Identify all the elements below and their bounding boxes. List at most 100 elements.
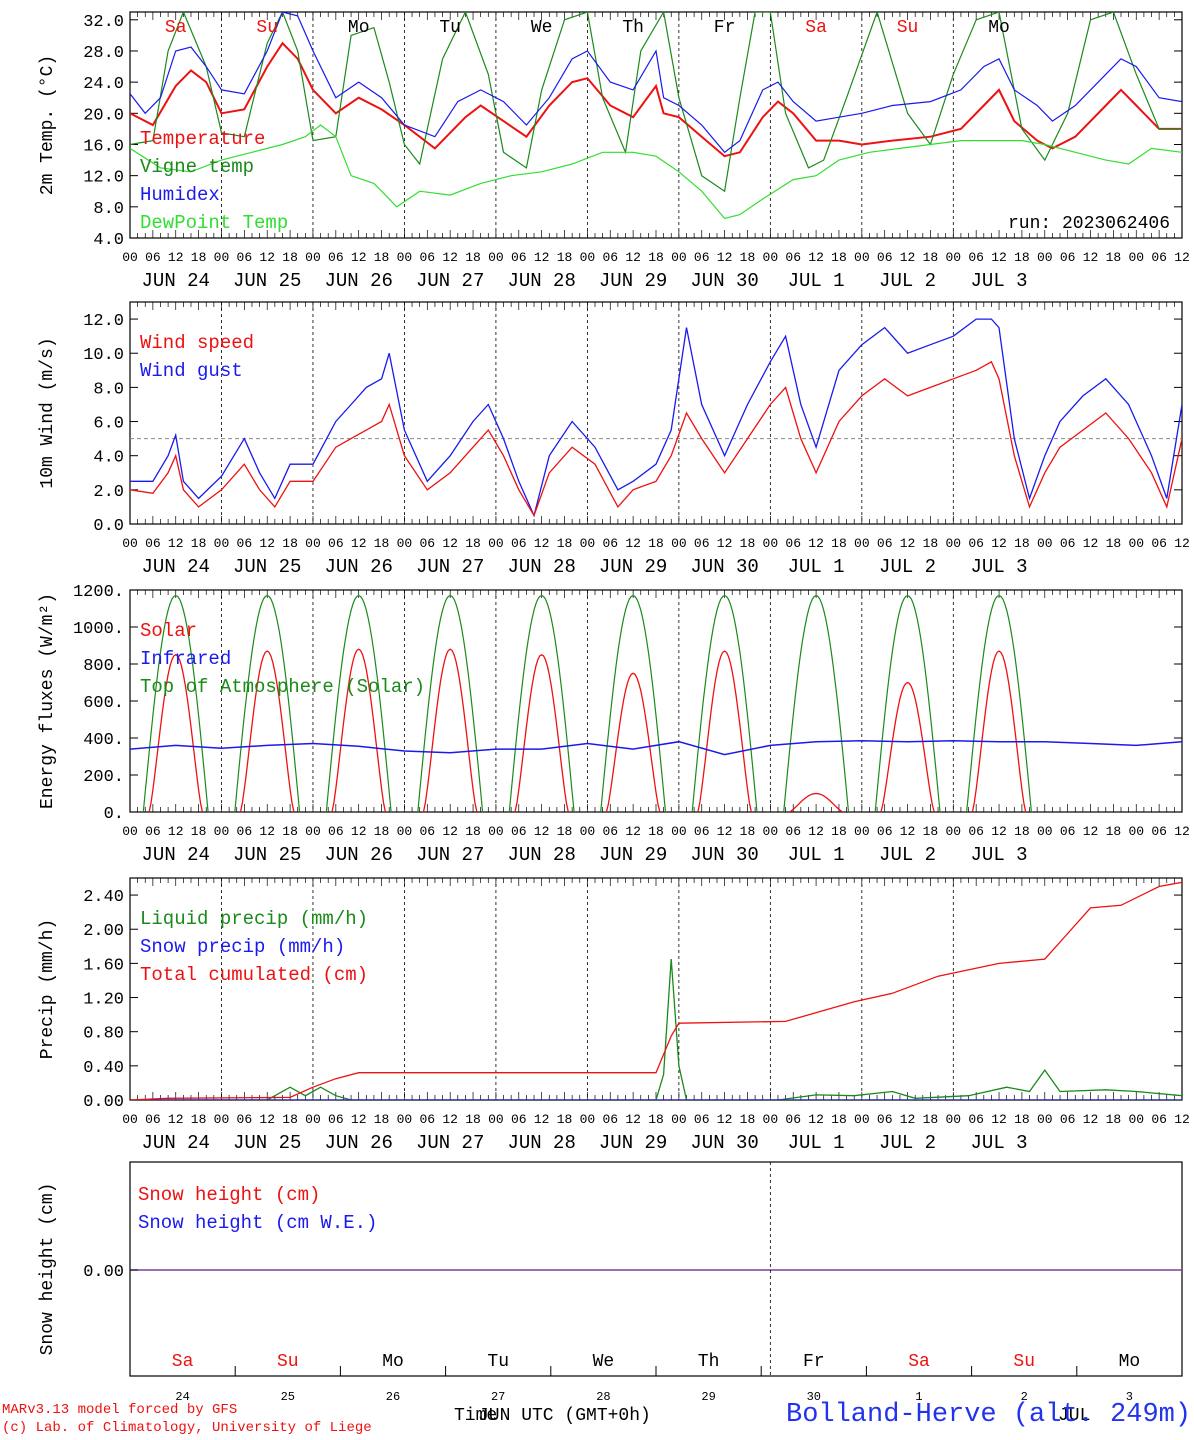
hour-tick-label: 12 [808, 250, 824, 265]
hour-tick-label: 12 [1083, 1112, 1099, 1127]
y-tick-label: 1000. [73, 620, 124, 639]
hour-tick-label: 18 [831, 250, 847, 265]
y-tick-label: 0. [104, 805, 124, 824]
hour-tick-label: 00 [214, 250, 230, 265]
date-label: JUN 29 [599, 844, 667, 866]
y-tick-label: 32.0 [83, 13, 124, 32]
hour-tick-label: 06 [419, 536, 435, 551]
hour-tick-label: 12 [534, 1112, 550, 1127]
y-tick-label: 2.00 [83, 922, 124, 941]
hour-tick-label: 12 [442, 250, 458, 265]
hour-tick-label: 06 [785, 1112, 801, 1127]
hour-tick-label: 12 [1083, 536, 1099, 551]
hour-tick-label: 12 [534, 824, 550, 839]
series-line [130, 360, 1182, 518]
hour-tick-label: 18 [740, 250, 756, 265]
hour-tick-label: 12 [900, 250, 916, 265]
hour-tick-label: 00 [580, 824, 596, 839]
hour-tick-label: 18 [374, 1112, 390, 1127]
hour-tick-label: 12 [259, 824, 275, 839]
hour-tick-label: 06 [877, 250, 893, 265]
date-label: JUN 28 [507, 270, 575, 292]
y-tick-label: 4.0 [93, 231, 124, 250]
hour-tick-label: 12 [259, 1112, 275, 1127]
date-label: JUN 28 [507, 556, 575, 578]
hour-tick-label: 12 [1174, 824, 1190, 839]
date-label: JUN 26 [324, 556, 392, 578]
hour-tick-label: 12 [259, 250, 275, 265]
hour-tick-label: 18 [374, 824, 390, 839]
hour-tick-label: 06 [602, 824, 618, 839]
hour-tick-label: 00 [214, 824, 230, 839]
y-tick-label: 16.0 [83, 137, 124, 156]
series-line [130, 959, 1182, 1100]
date-label: JUN 26 [324, 1132, 392, 1154]
day-name-label: Mo [1119, 1352, 1141, 1372]
panel-1: 4.0 8.0 12.0 16.0 20.0 24.0 28.0 32.0 2m Temp. (… [38, 11, 1190, 292]
y-tick-label: 28.0 [83, 44, 124, 63]
y-tick-label: 4.0 [93, 449, 124, 468]
date-label: JUL 1 [788, 270, 845, 292]
day-number-label: 2 [1021, 1390, 1028, 1404]
legend-entry: Solar [140, 620, 197, 642]
y-tick-label: 2.40 [83, 888, 124, 907]
legend-entry: Humidex [140, 184, 220, 206]
hour-tick-label: 18 [1106, 824, 1122, 839]
hour-tick-label: 00 [1037, 1112, 1053, 1127]
hour-tick-label: 18 [557, 536, 573, 551]
y-tick-label: 24.0 [83, 75, 124, 94]
hour-tick-label: 06 [237, 536, 253, 551]
day-name-label: Fr [803, 1352, 825, 1372]
y-tick-label: 8.0 [93, 200, 124, 219]
series-line [130, 124, 1182, 220]
hour-tick-label: 06 [785, 536, 801, 551]
hour-tick-label: 06 [877, 824, 893, 839]
hour-tick-label: 06 [877, 1112, 893, 1127]
series-line [130, 12, 1182, 154]
day-number-label: 25 [281, 1390, 295, 1404]
date-label: JUN 27 [416, 844, 484, 866]
hour-tick-label: 00 [945, 1112, 961, 1127]
hour-tick-label: 18 [465, 250, 481, 265]
hour-tick-label: 06 [694, 1112, 710, 1127]
hour-tick-label: 00 [305, 536, 321, 551]
utc-label: JUN UTC (GMT+0h) [478, 1406, 651, 1426]
date-label: JUL 3 [971, 1132, 1028, 1154]
hour-tick-label: 06 [785, 824, 801, 839]
y-axis-label: 2m Temp. (°C) [38, 55, 58, 195]
hour-tick-label: 18 [831, 1112, 847, 1127]
hour-tick-label: 18 [1106, 536, 1122, 551]
hour-tick-label: 18 [557, 824, 573, 839]
day-name-label: Sa [805, 18, 827, 38]
run-label: run: 2023062406 [1008, 214, 1170, 234]
legend-entry: Snow height (cm) [138, 1184, 320, 1206]
hour-tick-label: 00 [1037, 536, 1053, 551]
legend-entry: Wind speed [140, 332, 254, 354]
hour-tick-label: 00 [1037, 824, 1053, 839]
panel-5: 0.00 Snow height (cm) Sa 24 Su 25 Mo 26 Tu 27 We 28… [38, 1161, 1183, 1404]
hour-tick-label: 00 [1037, 250, 1053, 265]
hour-tick-label: 00 [214, 536, 230, 551]
hour-tick-label: 12 [351, 1112, 367, 1127]
hour-tick-label: 12 [351, 250, 367, 265]
hour-tick-label: 06 [694, 824, 710, 839]
hour-tick-label: 12 [534, 536, 550, 551]
station-label: Bolland-Herve (alt. 249m) [786, 1400, 1192, 1430]
hour-tick-label: 18 [1014, 536, 1030, 551]
hour-tick-label: 00 [671, 250, 687, 265]
hour-tick-label: 06 [968, 536, 984, 551]
y-tick-label: 2.0 [93, 483, 124, 502]
day-name-label: Mo [382, 1352, 404, 1372]
hour-tick-label: 18 [557, 250, 573, 265]
hour-tick-label: 06 [1060, 1112, 1076, 1127]
hour-tick-label: 18 [282, 536, 298, 551]
hour-tick-label: 00 [1128, 1112, 1144, 1127]
hour-tick-label: 00 [580, 536, 596, 551]
series-line-infrared [130, 740, 1182, 756]
y-tick-label: 0.80 [83, 1025, 124, 1044]
y-tick-label: 1.20 [83, 991, 124, 1010]
hour-tick-label: 18 [191, 824, 207, 839]
hour-tick-label: 18 [191, 536, 207, 551]
y-tick-label: 12.0 [83, 169, 124, 188]
hour-tick-label: 06 [1060, 536, 1076, 551]
